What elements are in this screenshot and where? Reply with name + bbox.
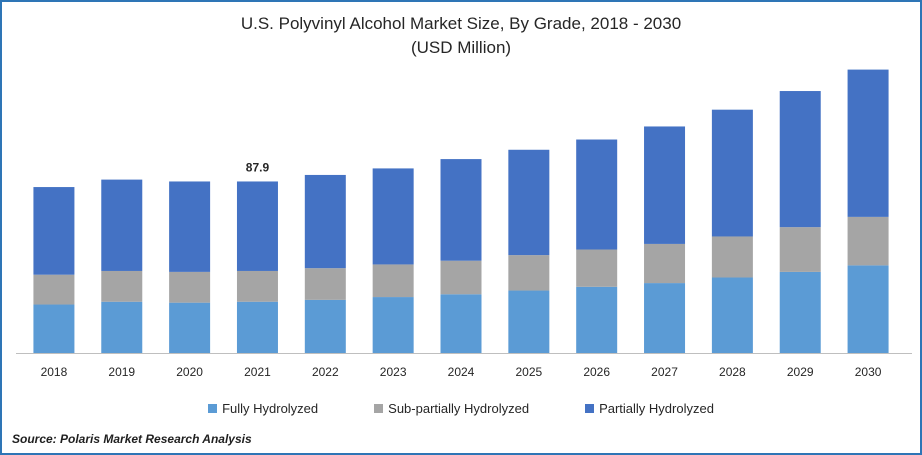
x-tick-label: 2029 (787, 365, 814, 379)
x-tick-label: 2020 (176, 365, 203, 379)
chart-subtitle: (USD Million) (410, 38, 512, 57)
bar-2022-series-0 (304, 299, 346, 353)
bar-2025-series-1 (508, 255, 550, 291)
bar-2024-series-1 (440, 260, 482, 295)
bar-2021-series-1 (236, 270, 278, 302)
bar-2026-series-2 (576, 139, 618, 250)
bar-2028-series-2 (711, 109, 753, 237)
x-tick-label: 2019 (108, 365, 135, 379)
legend-item: Fully Hydrolyzed (208, 401, 318, 416)
x-tick-label: 2027 (651, 365, 678, 379)
bar-2024-series-2 (440, 159, 482, 261)
legend-item: Partially Hydrolyzed (585, 401, 714, 416)
bar-2026-series-1 (576, 249, 618, 287)
bar-2020-series-1 (169, 271, 211, 303)
legend-swatch (585, 404, 595, 413)
bar-2018-series-1 (33, 274, 75, 305)
bar-chart: 2018 2019 2020 2021 2022 2023 2024 2025 2026 2027… (16, 69, 912, 379)
chart-title-block: U.S. Polyvinyl Alcohol Market Size, By G… (2, 12, 920, 60)
data-label: 87.9 (246, 160, 270, 174)
bar-2025-series-0 (508, 290, 550, 353)
bar-2027-series-0 (644, 283, 686, 353)
data-labels: 87.9 (246, 160, 270, 174)
legend-label: Sub-partially Hydrolyzed (388, 401, 530, 416)
bar-2028-series-1 (711, 236, 753, 278)
bar-2027-series-2 (644, 126, 686, 244)
bar-2030-series-0 (847, 265, 889, 353)
bar-2029-series-0 (779, 271, 821, 353)
bar-2023-series-0 (372, 297, 414, 353)
x-tick-label: 2030 (855, 365, 882, 379)
bar-2029-series-1 (779, 227, 821, 272)
bar-2028-series-0 (711, 277, 753, 353)
legend-label: Fully Hydrolyzed (222, 401, 319, 416)
legend-item: Sub-partially Hydrolyzed (374, 401, 529, 416)
x-tick-label: 2021 (244, 365, 271, 379)
chart-title: U.S. Polyvinyl Alcohol Market Size, By G… (240, 14, 682, 33)
bar-2023-series-1 (372, 264, 414, 298)
bar-2018-series-0 (33, 304, 75, 353)
x-tick-label: 2022 (312, 365, 339, 379)
x-tick-label: 2026 (583, 365, 610, 379)
bar-2020-series-2 (169, 181, 211, 272)
bar-2030-series-1 (847, 216, 889, 266)
bar-2022-series-2 (304, 174, 346, 269)
bar-2024-series-0 (440, 294, 482, 353)
bar-2019-series-2 (101, 179, 143, 271)
source-note: Source: Polaris Market Research Analysis (12, 432, 252, 446)
bars-group (33, 69, 889, 353)
x-tick-labels: 2018 2019 2020 2021 2022 2023 2024 2025 2026 2027… (41, 365, 882, 379)
bar-2026-series-0 (576, 286, 618, 353)
bar-2018-series-2 (33, 187, 75, 275)
bar-2019-series-1 (101, 270, 143, 302)
bar-2022-series-1 (304, 268, 346, 300)
bar-2019-series-0 (101, 301, 143, 353)
x-tick-label: 2024 (448, 365, 475, 379)
legend-swatch (208, 404, 218, 413)
bar-2030-series-2 (847, 69, 889, 217)
x-tick-label: 2025 (515, 365, 542, 379)
legend-label: Partially Hydrolyzed (599, 401, 714, 416)
x-tick-label: 2028 (719, 365, 746, 379)
bar-2020-series-0 (169, 302, 211, 353)
bar-2021-series-2 (236, 181, 278, 271)
bar-2023-series-2 (372, 168, 414, 265)
x-tick-label: 2023 (380, 365, 407, 379)
legend: Fully Hydrolyzed Sub-partially Hydrolyzed… (2, 401, 920, 416)
legend-swatch (374, 404, 384, 413)
bar-2021-series-0 (236, 301, 278, 353)
bar-2027-series-1 (644, 243, 686, 284)
bar-2029-series-2 (779, 91, 821, 228)
bar-2025-series-2 (508, 149, 550, 256)
x-tick-label: 2018 (41, 365, 68, 379)
